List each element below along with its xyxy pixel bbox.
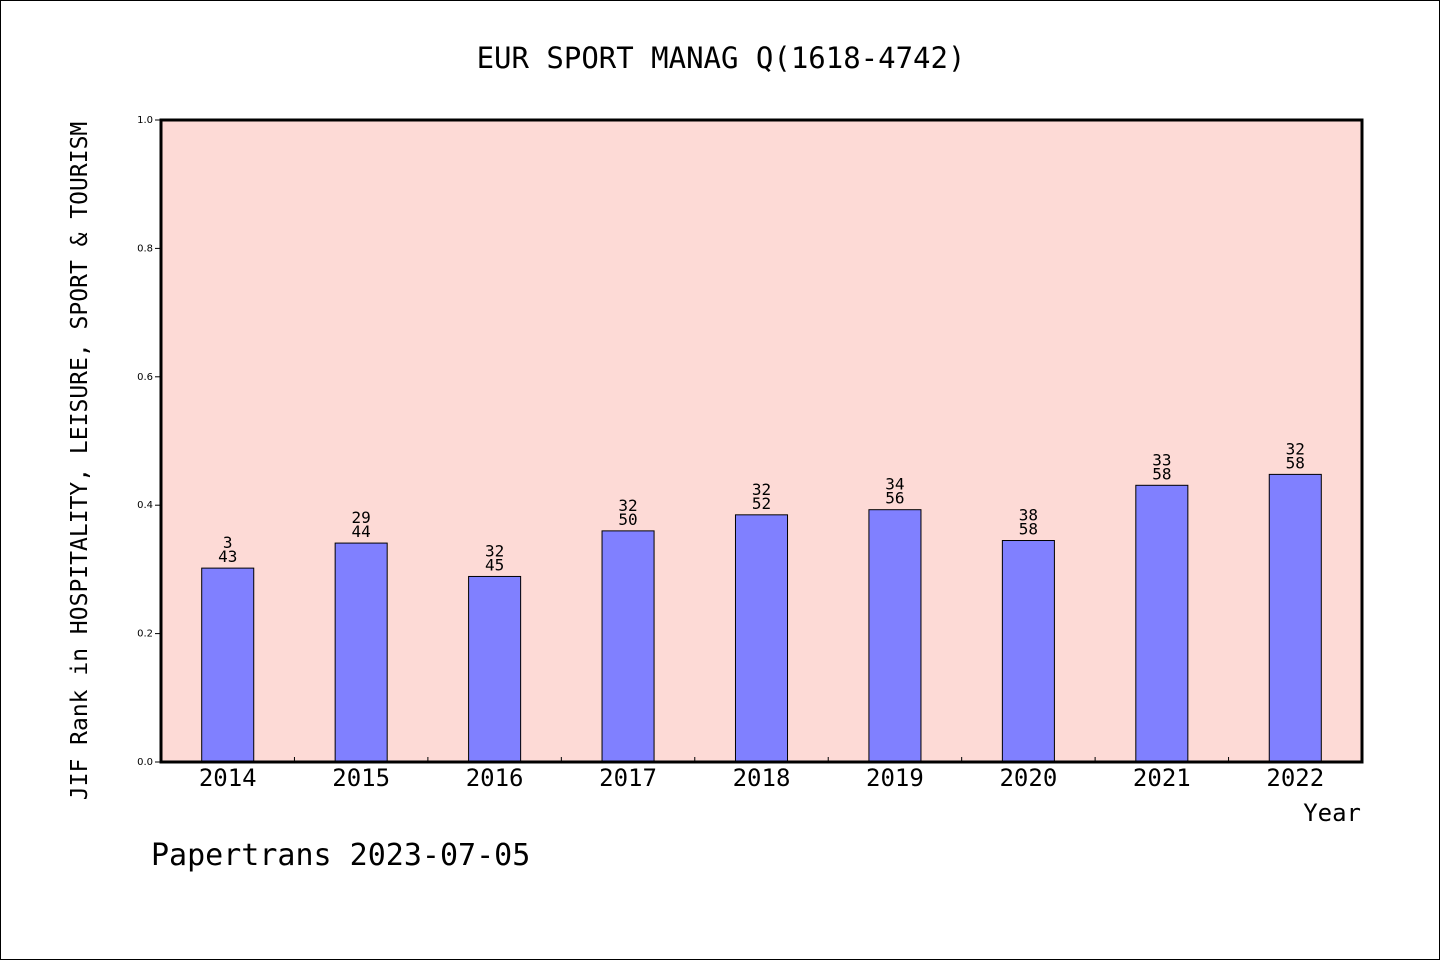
bar-rank-label: 32 <box>752 480 771 499</box>
bar <box>201 567 255 763</box>
bar-total-label: 58 <box>1152 464 1171 483</box>
chart-title: EUR SPORT MANAG Q(1618-4742) <box>477 41 966 75</box>
x-tick-label: 2021 <box>1133 764 1191 792</box>
y-tick-label: 0.8 <box>137 243 153 254</box>
x-axis-label: Year <box>1303 799 1361 827</box>
bar <box>734 514 789 763</box>
bar <box>1268 473 1322 763</box>
bar-rank-label: 3 <box>223 533 233 552</box>
x-tick-label: 2015 <box>332 764 390 792</box>
x-tick-label: 2016 <box>466 764 524 792</box>
x-tick-label: 2019 <box>866 764 924 792</box>
watermark-text: Papertrans 2023-07-05 <box>151 838 530 873</box>
bar <box>468 575 522 763</box>
bar <box>1001 540 1055 763</box>
bar-rank-label: 32 <box>618 496 637 515</box>
bar-rank-label: 29 <box>352 508 371 527</box>
x-tick-label: 2014 <box>199 764 257 792</box>
x-tick-label: 2018 <box>733 764 791 792</box>
plot-border <box>159 118 1364 764</box>
y-tick-label: 0.6 <box>137 372 153 383</box>
x-tick-label: 2022 <box>1266 764 1324 792</box>
y-tick-label: 0.0 <box>137 757 153 768</box>
bar-total-label: 56 <box>885 489 904 508</box>
x-tick-label: 2020 <box>999 764 1057 792</box>
x-tick-label: 2017 <box>599 764 657 792</box>
bar-rank-label: 34 <box>885 475 904 494</box>
plot-area: 0.00.20.40.60.81.03432014294420153245201… <box>137 115 1364 792</box>
bar <box>868 509 922 763</box>
y-tick-label: 0.4 <box>137 500 153 511</box>
bar-rank-label: 38 <box>1019 506 1038 525</box>
bar-total-label: 45 <box>485 555 504 574</box>
y-tick-label: 0.2 <box>137 629 153 640</box>
bar-rank-label: 32 <box>1286 439 1305 458</box>
bar <box>1135 484 1189 763</box>
bar-rank-label: 32 <box>485 541 504 560</box>
y-axis-label: JIF Rank in HOSPITALITY, LEISURE, SPORT … <box>67 122 93 801</box>
bar-total-label: 50 <box>618 510 637 529</box>
bar <box>601 530 655 763</box>
bar-total-label: 52 <box>752 494 771 513</box>
bar-total-label: 58 <box>1286 453 1305 472</box>
bar-total-label: 44 <box>352 522 371 541</box>
bar-total-label: 43 <box>218 547 237 566</box>
y-tick-label: 1.0 <box>137 115 153 126</box>
bar <box>334 542 388 763</box>
bar-rank-label: 33 <box>1152 450 1171 469</box>
bar-total-label: 58 <box>1019 520 1038 539</box>
